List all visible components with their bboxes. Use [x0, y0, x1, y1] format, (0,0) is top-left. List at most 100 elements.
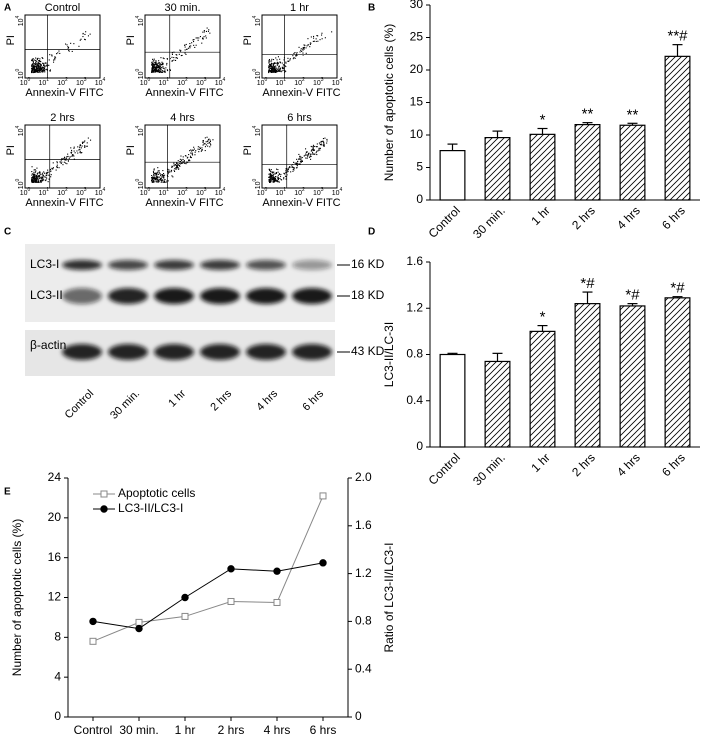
scatter-dot [32, 62, 34, 64]
scatter-dot [33, 71, 35, 73]
scatter-dot [269, 175, 271, 177]
scatter-dot [309, 46, 311, 48]
scatter-dot [62, 157, 64, 159]
scatter-dot [323, 145, 325, 147]
scatter-dot [45, 180, 47, 182]
scatter-dot [157, 67, 159, 69]
scatter-dot [302, 49, 304, 51]
scatter-dot [176, 57, 178, 59]
blot-band [200, 260, 240, 270]
scatter-dot [156, 67, 158, 69]
scatter-dot [277, 176, 279, 178]
scatter-dot [35, 179, 37, 181]
x-tick-label: 4 hrs [264, 723, 291, 737]
scatter-dot [173, 51, 175, 53]
scatter-dot [284, 175, 286, 177]
scatter-dot [270, 174, 272, 176]
band-label: LC3-I [30, 257, 59, 271]
scatter-dot [180, 161, 182, 163]
scatter-dot [48, 178, 50, 180]
scatter-dot [174, 164, 176, 166]
scatter-dot [67, 160, 69, 162]
scatter-dot [37, 69, 39, 71]
scatter-dot [167, 180, 169, 182]
x-tick-label: 104 [215, 77, 226, 87]
scatter-dot [285, 172, 287, 174]
scatter-dot [273, 71, 275, 73]
scatter-dot [319, 147, 321, 149]
scatter-dot [35, 71, 37, 73]
scatter-dot [41, 70, 43, 72]
scatter-dot [52, 168, 54, 170]
scatter-dot [269, 64, 271, 66]
scatter-dot [287, 60, 289, 62]
tick-exponent: 2 [302, 77, 305, 83]
scatter-dot [163, 70, 165, 72]
scatter-dot [160, 69, 162, 71]
scatter-dot [68, 157, 70, 159]
scatter-dot [40, 180, 42, 182]
scatter-dot [273, 181, 275, 183]
scatter-dot [44, 71, 46, 73]
scatter-dot [290, 166, 292, 168]
tick-base: 10 [294, 190, 302, 197]
scatter-dot [153, 172, 155, 174]
panel-label: B [368, 3, 375, 14]
scatter-dot [64, 158, 66, 160]
scatter-dot [156, 178, 158, 180]
scatter-dot [184, 44, 186, 46]
scatter-dot [39, 69, 41, 71]
scatter-dot [160, 67, 162, 69]
scatter-dot [198, 37, 200, 39]
scatter-dot [152, 179, 154, 181]
scatter-dot [313, 153, 315, 155]
scatter-dot [154, 69, 156, 71]
scatter-dot [193, 146, 195, 148]
scatter-dot [176, 162, 178, 164]
scatter-dot [300, 48, 302, 50]
scatter-dot [54, 56, 56, 58]
scatter-dot [38, 62, 40, 64]
scatter-dot [202, 141, 204, 143]
axis-label: Annexin-V FITC [25, 87, 103, 99]
scatter-dot [306, 151, 308, 153]
x-tick-label: 2 hrs [569, 450, 598, 479]
scatter-dot [50, 168, 52, 170]
scatter-dot [32, 63, 34, 65]
scatter-dot [59, 52, 61, 54]
scatter-dot [274, 179, 276, 181]
scatter-dot [44, 66, 46, 68]
scatter-dot [210, 144, 212, 146]
scatter-dot [271, 67, 273, 69]
scatter-dot [152, 68, 154, 70]
scatter-dot [157, 171, 159, 173]
scatter-dot [312, 149, 314, 151]
scatter-texture [268, 137, 328, 183]
scatter-dot [163, 179, 165, 181]
tick-exponent: 3 [84, 187, 87, 193]
scatter-dot [31, 68, 33, 70]
scatter-dot [80, 38, 82, 40]
scatter-dot [310, 153, 312, 155]
scatter-dot [166, 174, 168, 176]
scatter-dot [268, 68, 270, 70]
scatter-dot [299, 51, 301, 53]
scatter-dot [294, 57, 296, 59]
bar [529, 330, 556, 448]
bar [574, 123, 601, 201]
y-tick-label: 1.6 [406, 254, 423, 268]
scatter-dot [45, 179, 47, 181]
scatter-dot [46, 177, 48, 179]
scatter-dot [43, 67, 45, 69]
scatter-dot [209, 139, 211, 141]
scatter-dot [285, 70, 287, 72]
scatter-dot [153, 174, 155, 176]
scatter-dot [84, 140, 86, 142]
scatter-dot [273, 69, 275, 71]
tick-base: 10 [76, 190, 84, 197]
scatter-dot [180, 51, 182, 53]
scatter-dot [312, 151, 314, 153]
scatter-dot [155, 70, 157, 72]
scatter-dot [279, 58, 281, 60]
scatter-dot [272, 63, 274, 65]
